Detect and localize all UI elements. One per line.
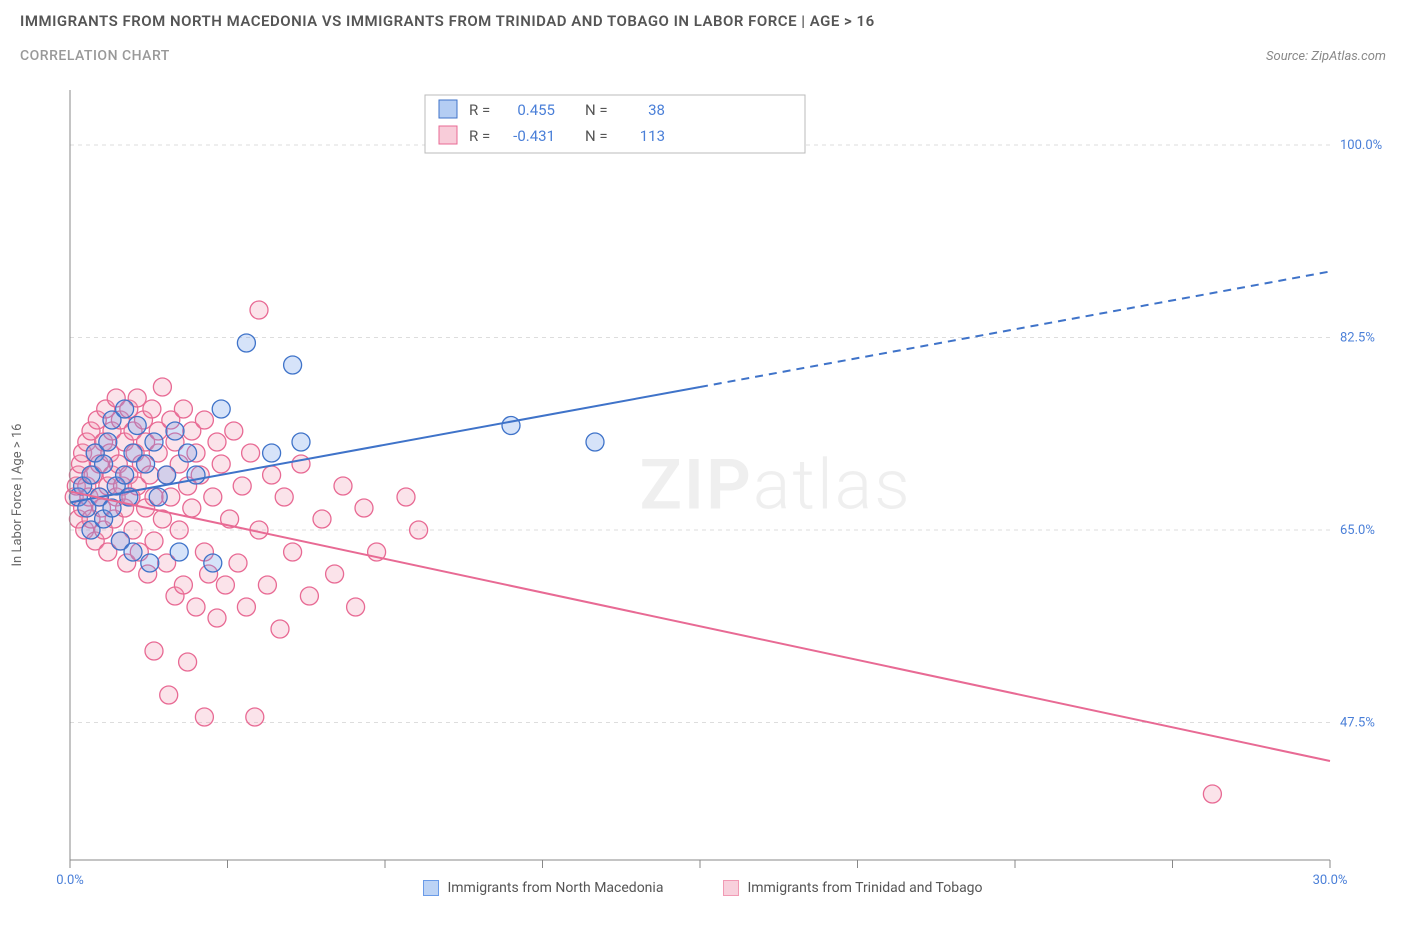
legend-swatch — [423, 880, 439, 896]
chart-subtitle: CORRELATION CHART — [20, 48, 170, 64]
scatter-point — [160, 686, 178, 704]
stats-label-n: N = — [585, 127, 608, 145]
y-tick-label: 47.5% — [1340, 716, 1375, 731]
scatter-point — [347, 598, 365, 616]
scatter-point — [212, 455, 230, 473]
trend-line-dashed — [700, 272, 1330, 388]
scatter-point — [242, 444, 260, 462]
scatter-point — [170, 543, 188, 561]
scatter-point — [116, 400, 134, 418]
stats-value-n: 113 — [640, 127, 665, 145]
scatter-point — [1203, 785, 1221, 803]
legend-swatch — [723, 880, 739, 896]
scatter-point — [271, 620, 289, 638]
stats-value-r: 0.455 — [517, 101, 555, 119]
bottom-legend: Immigrants from North Macedonia Immigrant… — [20, 880, 1386, 896]
scatter-point — [128, 417, 146, 435]
scatter-point — [284, 356, 302, 374]
scatter-point — [246, 708, 264, 726]
scatter-point — [233, 477, 251, 495]
legend-swatch — [439, 126, 457, 144]
scatter-point — [292, 433, 310, 451]
scatter-point — [195, 708, 213, 726]
scatter-point — [258, 576, 276, 594]
legend-swatch — [439, 100, 457, 118]
watermark: ZIPatlas — [639, 445, 911, 527]
scatter-point — [143, 400, 161, 418]
y-axis-label: In Labor Force | Age > 16 — [10, 424, 25, 567]
chart-header: IMMIGRANTS FROM NORTH MACEDONIA VS IMMIG… — [0, 0, 1406, 64]
scatter-point — [137, 455, 155, 473]
scatter-point — [334, 477, 352, 495]
y-tick-label: 100.0% — [1340, 138, 1382, 153]
scatter-point — [141, 554, 159, 572]
scatter-point — [208, 433, 226, 451]
scatter-point — [284, 543, 302, 561]
stats-label-r: R = — [469, 127, 490, 145]
scatter-point — [183, 499, 201, 517]
scatter-point — [158, 466, 176, 484]
scatter-point — [149, 488, 167, 506]
legend-item: Immigrants from North Macedonia — [423, 880, 663, 896]
chart-area: In Labor Force | Age > 16 47.5%65.0%82.5… — [20, 90, 1386, 900]
y-tick-label: 82.5% — [1340, 331, 1375, 346]
scatter-point — [250, 301, 268, 319]
scatter-point — [145, 532, 163, 550]
scatter-point — [166, 422, 184, 440]
scatter-point — [225, 422, 243, 440]
chart-source: Source: ZipAtlas.com — [1266, 49, 1386, 64]
scatter-point — [410, 521, 428, 539]
scatter-point — [216, 576, 234, 594]
chart-title: IMMIGRANTS FROM NORTH MACEDONIA VS IMMIG… — [20, 12, 1386, 30]
y-tick-label: 65.0% — [1340, 523, 1375, 538]
scatter-point — [145, 642, 163, 660]
legend-label: Immigrants from North Macedonia — [447, 880, 663, 896]
stats-label-n: N = — [585, 101, 608, 119]
scatter-point — [204, 488, 222, 506]
scatter-point — [237, 334, 255, 352]
scatter-point — [263, 444, 281, 462]
scatter-point — [586, 433, 604, 451]
scatter-point — [179, 444, 197, 462]
trend-line — [70, 387, 700, 503]
legend-item: Immigrants from Trinidad and Tobago — [723, 880, 982, 896]
scatter-point — [124, 543, 142, 561]
scatter-point — [174, 400, 192, 418]
scatter-point — [263, 466, 281, 484]
scatter-point — [187, 598, 205, 616]
scatter-point — [145, 433, 163, 451]
scatter-point — [179, 653, 197, 671]
correlation-scatter-chart: 47.5%65.0%82.5%100.0%ZIPatlas0.0%30.0%R … — [20, 90, 1386, 890]
scatter-point — [300, 587, 318, 605]
scatter-point — [174, 576, 192, 594]
scatter-point — [212, 400, 230, 418]
scatter-point — [326, 565, 344, 583]
scatter-point — [208, 609, 226, 627]
scatter-point — [95, 455, 113, 473]
scatter-point — [355, 499, 373, 517]
stats-value-r: -0.431 — [513, 127, 555, 145]
scatter-point — [237, 598, 255, 616]
scatter-point — [170, 521, 188, 539]
scatter-point — [204, 554, 222, 572]
scatter-point — [229, 554, 247, 572]
stats-value-n: 38 — [648, 101, 665, 119]
scatter-point — [502, 417, 520, 435]
scatter-point — [275, 488, 293, 506]
scatter-point — [195, 411, 213, 429]
legend-label: Immigrants from Trinidad and Tobago — [747, 880, 982, 896]
scatter-point — [292, 455, 310, 473]
scatter-point — [116, 466, 134, 484]
scatter-point — [153, 378, 171, 396]
scatter-point — [313, 510, 331, 528]
scatter-point — [99, 433, 117, 451]
scatter-point — [397, 488, 415, 506]
stats-label-r: R = — [469, 101, 490, 119]
